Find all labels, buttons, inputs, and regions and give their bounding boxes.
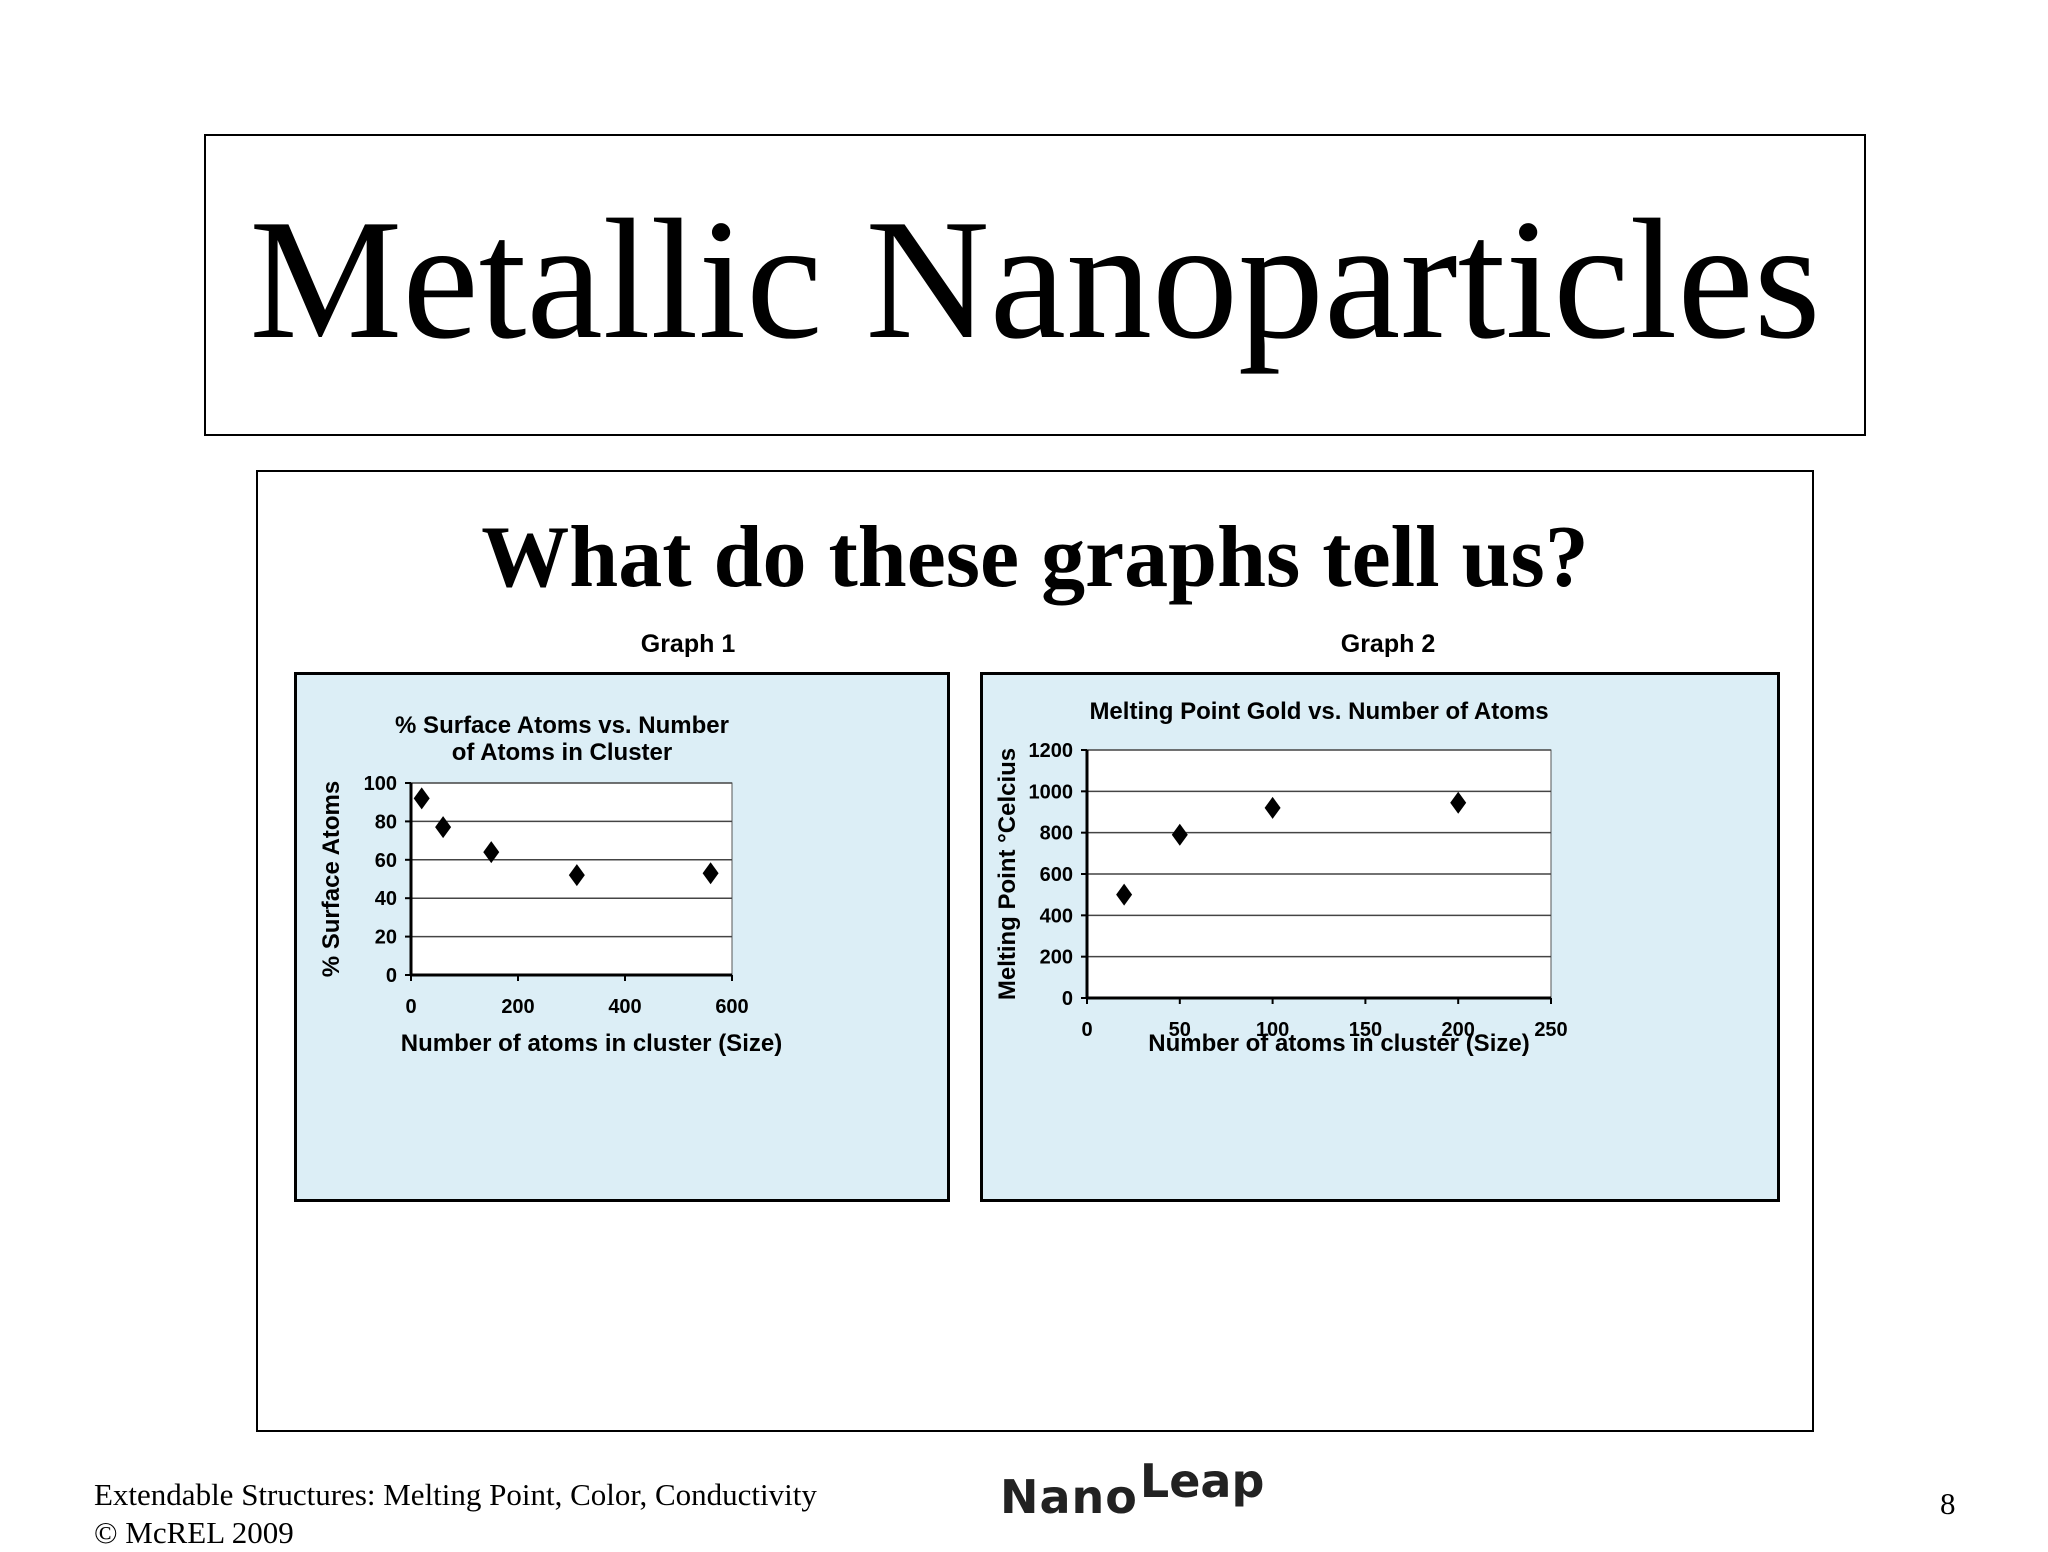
chart-title: % Surface Atoms vs. Number [395, 712, 729, 739]
graph-2-chart: 0 200 400 600 800 1000 1200 0 50 100 150 200 250 Melt… [994, 698, 1568, 1057]
data-point-diamond [702, 862, 719, 885]
y-axis-label: Melting Point °Celcius [994, 748, 1021, 1000]
graph-2-panel: 0 200 400 600 800 1000 1200 0 50 100 150 200 250 Melt… [980, 672, 1780, 1202]
page-number: 8 [1940, 1486, 1956, 1521]
y-tick-label: 1200 [1029, 740, 1074, 762]
x-tick-label: 0 [1081, 1019, 1092, 1041]
graph-1-label: Graph 1 [640, 630, 736, 658]
x-tick-label: 100 [1256, 1019, 1289, 1041]
y-tick-label: 60 [375, 850, 397, 872]
footer-text: Extendable Structures: Melting Point, Co… [94, 1476, 817, 1552]
title-box: Metallic Nanoparticles [204, 134, 1866, 436]
x-axis-label: Number of atoms in cluster (Size) [1148, 1030, 1529, 1057]
y-tick-label: 200 [1040, 947, 1073, 969]
y-tick-label: 100 [364, 773, 397, 795]
y-tick-label: 1000 [1029, 781, 1074, 803]
data-point-diamond [435, 816, 452, 839]
graph-1-chart: 0 20 40 60 80 100 0 200 400 600 % Surface Atoms vs… [318, 712, 782, 1057]
logo-nano: Nano [1000, 1470, 1138, 1524]
graph-2-label: Graph 2 [1340, 630, 1436, 658]
y-tick-label: 40 [375, 888, 397, 910]
y-tick-label: 400 [1040, 905, 1073, 927]
y-tick-label: 0 [1062, 988, 1073, 1010]
content-box: What do these graphs tell us? Graph 1 Gr… [256, 470, 1814, 1432]
y-tick-label: 80 [375, 811, 397, 833]
footer-course-title: Extendable Structures: Melting Point, Co… [94, 1477, 817, 1512]
data-point-diamond [483, 841, 500, 864]
footer-copyright: © McREL 2009 [94, 1515, 294, 1550]
data-point-diamond [568, 864, 585, 887]
x-tick-label: 50 [1169, 1019, 1191, 1041]
question-heading: What do these graphs tell us? [481, 509, 1589, 606]
data-point-diamond [1116, 883, 1133, 906]
x-tick-label: 200 [501, 996, 534, 1018]
data-point-diamond [1171, 823, 1188, 846]
y-tick-label: 600 [1040, 864, 1073, 886]
nanoleap-logo: NanoLeap [1000, 1454, 1264, 1524]
y-axis-label: % Surface Atoms [318, 781, 345, 978]
data-point-diamond [1450, 791, 1467, 814]
graph-1-panel: 0 20 40 60 80 100 0 200 400 600 % Surface Atoms vs… [294, 672, 950, 1202]
chart-title: of Atoms in Cluster [452, 739, 672, 766]
x-axis-label: Number of atoms in cluster (Size) [401, 1030, 782, 1057]
x-tick-label: 150 [1349, 1019, 1382, 1041]
slide-title: Metallic Nanoparticles [249, 185, 1821, 375]
plot-area [410, 782, 733, 976]
x-tick-label: 200 [1442, 1019, 1475, 1041]
y-tick-label: 0 [386, 965, 397, 987]
logo-leap: Leap [1139, 1454, 1265, 1508]
y-tick-label: 20 [375, 927, 397, 949]
data-point-diamond [1264, 796, 1281, 819]
x-tick-label: 250 [1534, 1019, 1567, 1041]
y-tick-label: 800 [1040, 823, 1073, 845]
x-tick-label: 400 [608, 996, 641, 1018]
chart-title: Melting Point Gold vs. Number of Atoms [1089, 698, 1548, 725]
x-tick-label: 600 [715, 996, 748, 1018]
data-point-diamond [413, 787, 430, 810]
x-tick-label: 0 [405, 996, 416, 1018]
